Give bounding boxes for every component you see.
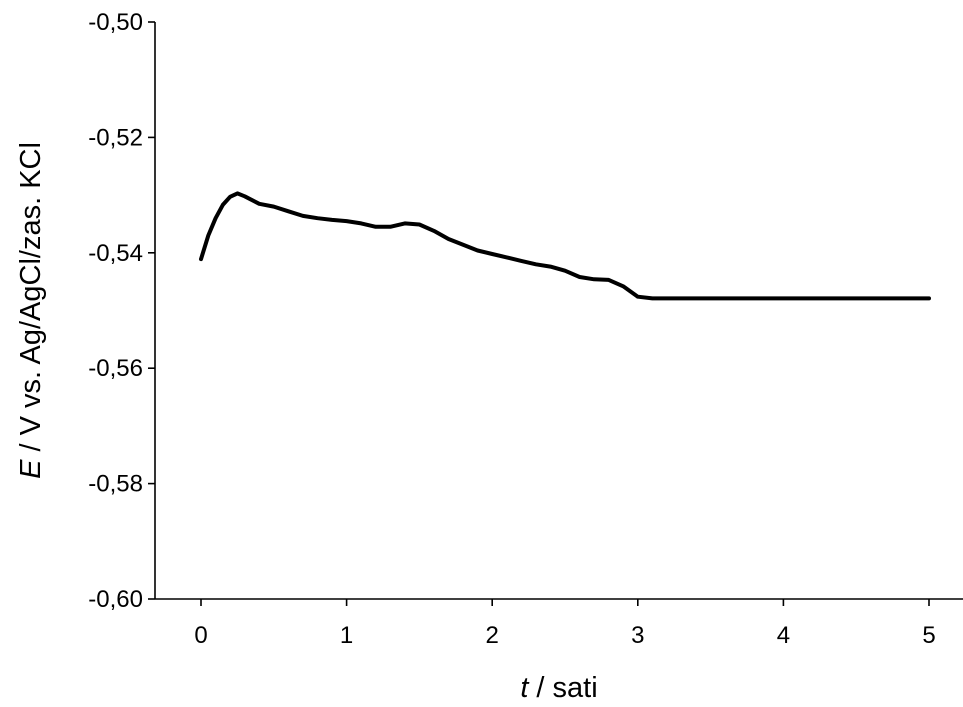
x-tick-label: 0 <box>194 622 207 649</box>
y-tick-label: -0,52 <box>88 124 143 151</box>
y-tick-label: -0,56 <box>88 355 143 382</box>
axes <box>154 22 963 600</box>
x-tick-label: 3 <box>631 622 644 649</box>
x-axis-title: t / sati <box>520 672 597 704</box>
y-tick-label: -0,50 <box>88 9 143 36</box>
y-tick-label: -0,58 <box>88 471 143 498</box>
y-axis-title-symbol: E <box>15 459 47 479</box>
series-line <box>199 191 931 301</box>
x-tick-label: 4 <box>777 622 790 649</box>
x-axis-title-unit: / sati <box>528 672 597 704</box>
x-tick-label: 1 <box>340 622 353 649</box>
y-tick-label: -0,60 <box>88 586 143 613</box>
x-axis-title-symbol: t <box>520 672 530 704</box>
y-ticks: -0,60 -0,58 -0,56 -0,54 -0,52 -0,50 <box>88 9 155 613</box>
y-axis-title: E / V vs. Ag/AgCl/zas. KCl <box>15 142 47 479</box>
x-tick-label: 2 <box>486 622 499 649</box>
y-axis-title-unit: / V vs. Ag/AgCl/zas. KCl <box>15 142 47 460</box>
x-ticks: 0 1 2 3 4 5 <box>194 599 936 649</box>
y-tick-label: -0,54 <box>88 240 143 267</box>
series-layer <box>199 191 931 301</box>
x-tick-label: 5 <box>922 622 935 649</box>
